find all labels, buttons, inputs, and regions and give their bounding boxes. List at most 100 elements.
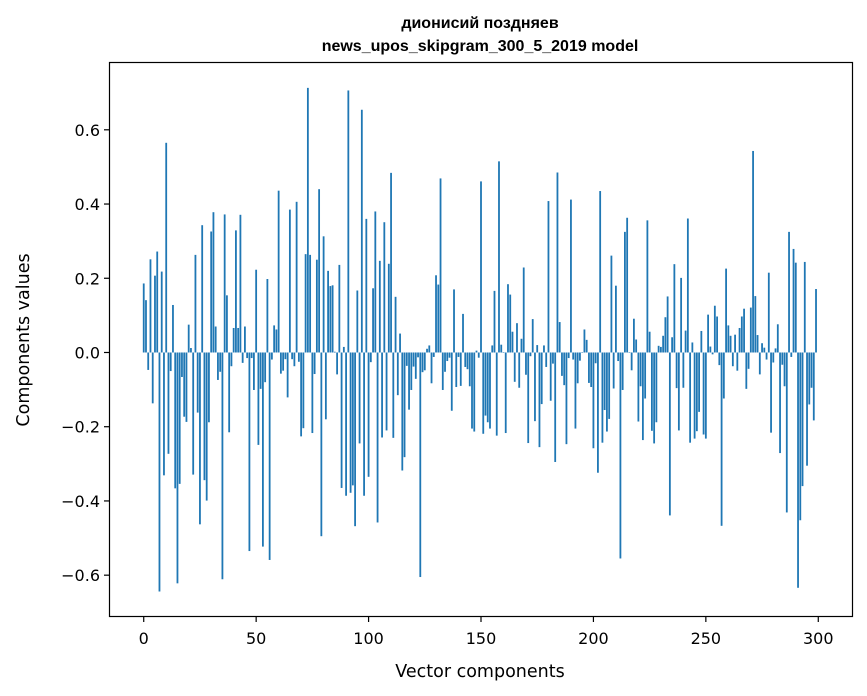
- bar: [432, 352, 435, 357]
- bar: [354, 352, 356, 527]
- bar: [572, 352, 575, 360]
- bar: [594, 352, 597, 364]
- bar: [592, 352, 595, 449]
- bar: [691, 342, 694, 353]
- bar: [597, 352, 599, 473]
- bar: [313, 352, 316, 375]
- bar: [235, 230, 237, 353]
- bar: [297, 352, 300, 362]
- bar: [788, 231, 790, 353]
- bar: [342, 346, 345, 353]
- bar: [426, 348, 428, 353]
- bar: [684, 330, 687, 353]
- bar: [570, 199, 572, 353]
- bar: [808, 352, 811, 405]
- y-axis-label: Components values: [14, 253, 34, 426]
- bar: [450, 352, 453, 411]
- bar: [774, 348, 777, 353]
- bar: [208, 352, 210, 423]
- bar: [329, 286, 332, 353]
- bar: [682, 352, 685, 388]
- bar: [736, 352, 739, 371]
- bar: [232, 327, 235, 353]
- bar: [668, 352, 671, 516]
- bar: [734, 334, 736, 353]
- bar: [655, 352, 658, 423]
- bar: [347, 90, 350, 353]
- bar: [459, 352, 462, 386]
- bar: [650, 352, 653, 431]
- bar: [554, 352, 557, 462]
- bar: [315, 259, 318, 353]
- bar: [534, 352, 536, 422]
- bar: [666, 296, 669, 353]
- bar: [799, 352, 802, 521]
- bar: [142, 283, 145, 353]
- bar: [336, 352, 338, 375]
- bar: [423, 352, 426, 371]
- bar: [725, 268, 727, 353]
- bar: [707, 314, 709, 353]
- bar: [457, 352, 460, 357]
- bar: [237, 327, 240, 353]
- bar: [475, 350, 478, 353]
- bar: [428, 345, 431, 353]
- bar: [801, 352, 804, 487]
- bar: [561, 352, 563, 376]
- bar: [286, 352, 289, 398]
- bar: [381, 352, 383, 438]
- y-tick-label: −0.6: [61, 566, 100, 585]
- bar: [264, 352, 267, 383]
- bar: [556, 172, 559, 353]
- bar: [752, 150, 754, 353]
- bar: [711, 352, 714, 355]
- bar: [365, 218, 368, 353]
- bar: [333, 351, 336, 353]
- bar: [190, 348, 192, 353]
- bar: [230, 352, 233, 367]
- bar: [358, 352, 361, 444]
- bar: [754, 296, 757, 353]
- bar: [590, 352, 593, 388]
- bar: [504, 352, 507, 434]
- bar: [653, 352, 656, 444]
- bar: [181, 352, 183, 377]
- bar: [644, 352, 647, 399]
- bar: [790, 352, 793, 357]
- bar: [615, 285, 617, 353]
- bar: [279, 352, 282, 374]
- bar: [606, 352, 608, 432]
- bar: [806, 352, 808, 466]
- bar: [624, 231, 626, 353]
- bar: [351, 352, 354, 486]
- bar: [797, 352, 799, 588]
- x-tick-label: 200: [578, 629, 609, 648]
- bar: [462, 313, 464, 353]
- bar: [167, 352, 170, 454]
- bar: [390, 172, 392, 353]
- y-tick-label: 0.2: [75, 269, 100, 288]
- bar: [385, 352, 388, 431]
- bar: [149, 259, 152, 353]
- bar: [369, 352, 372, 363]
- bar: [581, 352, 584, 353]
- bar: [565, 352, 568, 445]
- bar: [309, 254, 312, 353]
- bar: [421, 352, 424, 373]
- bar: [446, 352, 449, 362]
- bar: [716, 316, 718, 353]
- bar: [779, 352, 781, 454]
- bar: [205, 352, 208, 501]
- bar: [621, 352, 624, 390]
- bar: [473, 352, 476, 432]
- bar: [226, 295, 228, 353]
- bar: [657, 345, 660, 353]
- bar: [210, 231, 213, 353]
- bar: [466, 352, 469, 370]
- bar: [747, 352, 750, 369]
- bar: [439, 178, 442, 353]
- bar: [295, 201, 298, 353]
- bar: [543, 345, 545, 353]
- bar: [749, 307, 752, 353]
- bar: [626, 217, 629, 353]
